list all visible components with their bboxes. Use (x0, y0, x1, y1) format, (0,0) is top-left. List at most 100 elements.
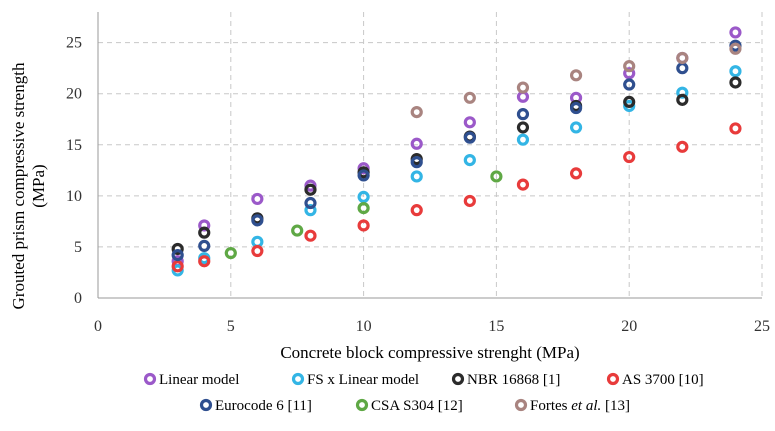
legend: Linear model FS x Linear model NBR 16868 [… (143, 372, 704, 414)
data-point (357, 219, 370, 232)
data-point (410, 105, 423, 119)
data-point (729, 122, 742, 135)
data-point (357, 202, 370, 215)
data-point (198, 239, 211, 253)
y-tick-label: 20 (66, 86, 82, 103)
data-point (569, 167, 583, 180)
legend-item: CSA S304 [12] (355, 398, 463, 414)
legend-marker (606, 372, 620, 386)
x-tick-labels: 0 5 10 15 20 25 (94, 318, 770, 335)
legend-marker (199, 398, 213, 412)
legend-label: AS 3700 [10] (622, 372, 704, 388)
legend-item: Eurocode 6 [11] (199, 398, 312, 414)
data-point (198, 226, 211, 239)
series-3 (171, 76, 742, 256)
data-point (729, 26, 742, 39)
data-point (357, 190, 370, 203)
data-point (676, 62, 689, 75)
legend-marker (514, 398, 528, 412)
legend-label: Linear model (159, 372, 239, 388)
legend-item: Fortes et al. [13] (514, 398, 630, 414)
data-point (410, 156, 423, 169)
data-point (304, 229, 317, 242)
data-point (171, 260, 184, 273)
data-point (171, 249, 184, 262)
data-point (623, 67, 636, 80)
x-tick-label: 25 (754, 318, 770, 335)
x-tick-label: 5 (227, 318, 235, 335)
data-point (516, 121, 530, 134)
data-point (676, 140, 689, 153)
data-point (251, 192, 264, 206)
y-tick-label: 25 (66, 35, 82, 52)
data-point (410, 170, 423, 183)
legend-marker (451, 372, 465, 386)
series-6 (224, 170, 503, 260)
data-point (304, 183, 317, 196)
data-point (463, 91, 476, 104)
data-point (676, 93, 689, 106)
data-point (171, 242, 184, 256)
data-point (463, 116, 476, 129)
y-axis-title-line1: Grouted prism compressive strength (9, 62, 28, 309)
data-point (569, 101, 583, 115)
data-point (623, 60, 636, 73)
x-tick-label: 10 (356, 318, 372, 335)
data-point (676, 51, 689, 65)
data-point (729, 42, 742, 55)
data-point (463, 194, 476, 208)
data-point (569, 121, 583, 134)
x-axis-title: Concrete block compressive strenght (MPa… (280, 343, 579, 362)
data-point (676, 86, 689, 99)
series-7 (410, 42, 742, 119)
data-point (291, 224, 304, 237)
legend-marker (143, 372, 157, 386)
series-5 (171, 39, 742, 262)
data-point (410, 137, 423, 150)
legend-label: NBR 16868 [1] (467, 372, 560, 388)
y-tick-label: 10 (66, 188, 82, 205)
data-point (490, 170, 503, 183)
data-point (729, 65, 742, 78)
data-point (516, 81, 530, 94)
data-point (623, 150, 636, 164)
axes (97, 12, 762, 299)
data-point (516, 178, 530, 191)
data-point (516, 108, 530, 121)
data-point (463, 154, 476, 167)
x-tick-label: 0 (94, 318, 102, 335)
grid-lines (98, 12, 763, 298)
data-point (623, 78, 636, 91)
y-axis-title: Grouted prism compressive strength (MPa) (9, 62, 48, 309)
legend-label: CSA S304 [12] (371, 398, 463, 414)
series-4 (171, 122, 742, 273)
legend-label: Fortes et al. [13] (530, 398, 630, 414)
legend-item: NBR 16868 [1] (451, 372, 560, 388)
data-point (198, 255, 211, 268)
legend-label: FS x Linear model (307, 372, 419, 388)
data-point (251, 214, 264, 227)
x-tick-label: 15 (488, 318, 504, 335)
data-point (569, 69, 583, 82)
series-1 (171, 26, 742, 268)
legend-item: Linear model (143, 372, 239, 388)
y-axis-title-line2: (MPa) (29, 164, 48, 207)
y-tick-label: 15 (66, 137, 82, 154)
data-point (463, 131, 476, 144)
data-point (410, 204, 423, 217)
legend-item: FS x Linear model (291, 372, 419, 388)
legend-marker (291, 372, 305, 386)
y-tick-labels: 0 5 10 15 20 25 (66, 35, 82, 307)
series-2 (171, 65, 742, 277)
data-point (516, 133, 530, 146)
data-point (251, 244, 264, 258)
x-tick-label: 20 (621, 318, 637, 335)
data-point (224, 246, 237, 260)
legend-marker (355, 398, 369, 412)
y-tick-label: 0 (74, 290, 82, 307)
y-tick-label: 5 (74, 239, 82, 256)
data-point (623, 95, 636, 108)
data-point (304, 204, 317, 217)
legend-item: AS 3700 [10] (606, 372, 704, 388)
